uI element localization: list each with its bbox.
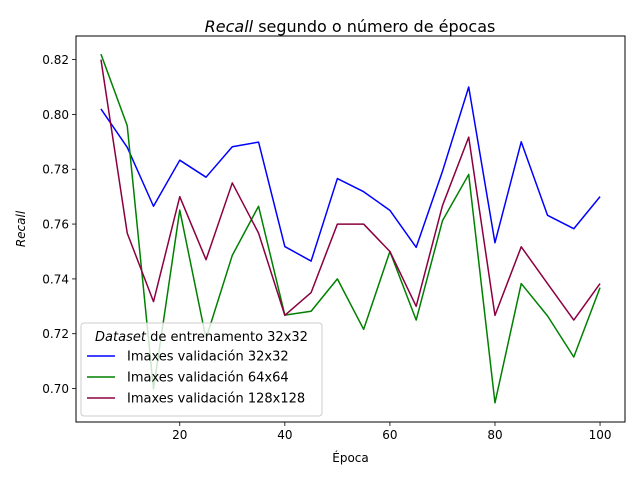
y-tick-label: 0.72 xyxy=(42,327,69,341)
plot-area xyxy=(100,53,601,404)
y-tick-label: 0.76 xyxy=(42,218,69,232)
series-line-2 xyxy=(100,53,601,404)
legend: Dataset de entrenamento 32x32 Imaxes val… xyxy=(80,322,323,417)
legend-label-1: Imaxes validación 32x32 xyxy=(127,350,289,365)
x-tick-label: 60 xyxy=(382,428,397,442)
y-tick-label: 0.70 xyxy=(42,382,69,396)
y-tick-label: 0.78 xyxy=(42,163,69,177)
series-line-3 xyxy=(100,59,601,321)
legend-label-3: Imaxes validación 128x128 xyxy=(127,392,305,407)
chart-title-rest: segundo o número de épocas xyxy=(253,17,495,36)
legend-entries: Imaxes validación 32x32 Imaxes validación… xyxy=(87,350,305,407)
y-tick-label: 0.80 xyxy=(42,108,69,122)
axes-frame xyxy=(75,35,626,423)
chart-title-italic: Recall xyxy=(205,17,254,36)
series-line-1 xyxy=(100,86,601,262)
x-axis-label: Época xyxy=(332,450,369,465)
legend-title: Dataset de entrenamento 32x32 xyxy=(95,330,308,345)
y-tick-label: 0.82 xyxy=(42,53,69,67)
legend-title-italic: Dataset xyxy=(95,330,147,345)
legend-label-2: Imaxes validación 64x64 xyxy=(127,371,289,386)
chart-title: Recall segundo o número de épocas xyxy=(205,17,496,36)
x-tick-label: 20 xyxy=(172,428,187,442)
x-tick-label: 80 xyxy=(487,428,502,442)
y-tick-label: 0.74 xyxy=(42,272,69,286)
legend-box xyxy=(80,322,323,417)
axes-ticks: 20 40 60 80 100 0.70 0.72 0.74 0.76 0.78 0.80 0.82 xyxy=(42,53,611,442)
x-tick-label: 40 xyxy=(277,428,292,442)
x-tick-label: 100 xyxy=(589,428,612,442)
legend-title-rest: de entrenamento 32x32 xyxy=(146,330,308,345)
y-axis-label: Recall xyxy=(14,210,28,247)
